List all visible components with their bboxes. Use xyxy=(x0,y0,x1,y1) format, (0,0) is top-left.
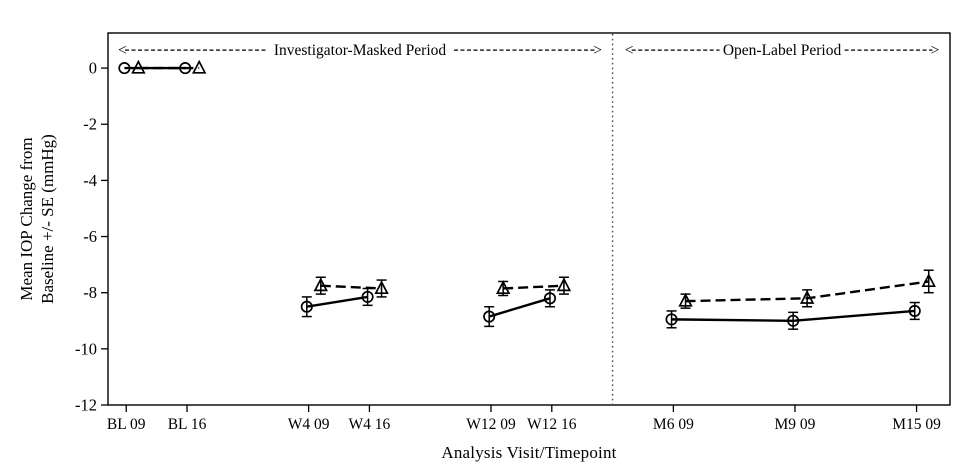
period-arrow-left: < xyxy=(625,42,634,59)
circle-solid-line xyxy=(488,297,551,318)
y-axis-title: Mean IOP Change from Baseline +/- SE (mm… xyxy=(16,134,58,304)
x-tick-label: BL 16 xyxy=(168,416,207,433)
period-arrow-left: < xyxy=(118,42,127,59)
y-tick-label: -2 xyxy=(83,115,97,134)
triangle-marker xyxy=(191,59,207,74)
period-arrow-right: > xyxy=(931,42,940,59)
x-axis-title: Analysis Visit/Timepoint xyxy=(441,443,617,462)
y-tick-label: -8 xyxy=(83,283,97,302)
y-tick-label: -6 xyxy=(83,227,97,246)
plot-border xyxy=(107,32,951,406)
period-label: Open-Label Period xyxy=(723,42,842,59)
x-tick-label: M6 09 xyxy=(653,416,694,433)
y-axis-title-line2: Baseline +/- SE (mmHg) xyxy=(38,134,57,304)
x-tick-label: BL 09 xyxy=(107,416,146,433)
triangle-dashed-line xyxy=(320,284,382,290)
circle-solid-line xyxy=(306,295,368,308)
x-tick-label: W4 09 xyxy=(288,416,330,433)
period-arrow-right: > xyxy=(593,42,602,59)
x-tick-label: W4 16 xyxy=(349,416,391,433)
triangle-dashed-line xyxy=(685,280,929,303)
x-tick-label: W12 09 xyxy=(466,416,516,433)
y-tick-label: 0 xyxy=(89,59,97,78)
circle-solid-line xyxy=(671,309,915,322)
x-tick-label: M15 09 xyxy=(892,416,941,433)
y-tick-label: -12 xyxy=(75,396,97,415)
y-tick-label: -10 xyxy=(75,339,97,358)
x-tick-label: W12 16 xyxy=(527,416,577,433)
period-label: Investigator-Masked Period xyxy=(274,42,447,59)
triangle-dashed-line xyxy=(503,284,565,290)
x-tick-label: M9 09 xyxy=(775,416,816,433)
y-axis-title-line1: Mean IOP Change from xyxy=(17,137,36,301)
y-tick-label: -4 xyxy=(83,171,97,190)
